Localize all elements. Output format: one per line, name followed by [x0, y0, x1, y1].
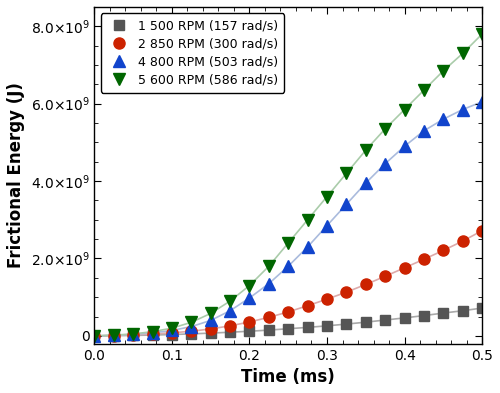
4 800 RPM (503 rad/s) [421, 129, 427, 133]
4 800 RPM (503 rad/s) [130, 332, 136, 337]
1 500 RPM (157 rad/s) [382, 318, 388, 322]
2 850 RPM (300 rad/s) [266, 315, 272, 320]
X-axis label: Time (ms): Time (ms) [242, 368, 335, 386]
2 850 RPM (300 rad/s) [227, 323, 233, 328]
4 800 RPM (503 rad/s) [479, 99, 485, 104]
2 850 RPM (300 rad/s) [285, 310, 291, 314]
4 800 RPM (503 rad/s) [460, 107, 466, 112]
2 850 RPM (300 rad/s) [188, 329, 194, 334]
Line: 1 500 RPM (157 rad/s): 1 500 RPM (157 rad/s) [90, 303, 487, 341]
5 600 RPM (586 rad/s) [382, 127, 388, 131]
5 600 RPM (586 rad/s) [208, 311, 214, 316]
1 500 RPM (157 rad/s) [402, 316, 407, 320]
1 500 RPM (157 rad/s) [110, 333, 116, 338]
1 500 RPM (157 rad/s) [188, 332, 194, 336]
1 500 RPM (157 rad/s) [479, 306, 485, 310]
2 850 RPM (300 rad/s) [324, 297, 330, 301]
5 600 RPM (586 rad/s) [421, 88, 427, 92]
5 600 RPM (586 rad/s) [150, 329, 156, 334]
2 850 RPM (300 rad/s) [344, 290, 349, 294]
2 850 RPM (300 rad/s) [460, 239, 466, 243]
2 850 RPM (300 rad/s) [402, 265, 407, 270]
4 800 RPM (503 rad/s) [110, 333, 116, 338]
2 850 RPM (300 rad/s) [110, 333, 116, 338]
4 800 RPM (503 rad/s) [246, 296, 252, 300]
2 850 RPM (300 rad/s) [208, 327, 214, 331]
5 600 RPM (586 rad/s) [479, 32, 485, 37]
1 500 RPM (157 rad/s) [460, 309, 466, 313]
2 850 RPM (300 rad/s) [363, 282, 369, 287]
5 600 RPM (586 rad/s) [363, 148, 369, 152]
2 850 RPM (300 rad/s) [150, 332, 156, 336]
2 850 RPM (300 rad/s) [246, 320, 252, 324]
4 800 RPM (503 rad/s) [92, 334, 98, 338]
1 500 RPM (157 rad/s) [130, 333, 136, 338]
1 500 RPM (157 rad/s) [208, 331, 214, 336]
2 850 RPM (300 rad/s) [304, 303, 310, 308]
5 600 RPM (586 rad/s) [402, 107, 407, 112]
2 850 RPM (300 rad/s) [169, 331, 175, 335]
1 500 RPM (157 rad/s) [421, 313, 427, 318]
4 800 RPM (503 rad/s) [227, 309, 233, 313]
1 500 RPM (157 rad/s) [227, 330, 233, 334]
5 600 RPM (586 rad/s) [227, 299, 233, 303]
1 500 RPM (157 rad/s) [304, 325, 310, 330]
4 800 RPM (503 rad/s) [266, 281, 272, 286]
4 800 RPM (503 rad/s) [382, 161, 388, 166]
1 500 RPM (157 rad/s) [285, 326, 291, 331]
1 500 RPM (157 rad/s) [169, 332, 175, 337]
2 850 RPM (300 rad/s) [479, 228, 485, 233]
5 600 RPM (586 rad/s) [304, 217, 310, 222]
4 800 RPM (503 rad/s) [440, 117, 446, 121]
2 850 RPM (300 rad/s) [130, 332, 136, 337]
2 850 RPM (300 rad/s) [421, 257, 427, 262]
Legend: 1 500 RPM (157 rad/s), 2 850 RPM (300 rad/s), 4 800 RPM (503 rad/s), 5 600 RPM (: 1 500 RPM (157 rad/s), 2 850 RPM (300 ra… [100, 13, 284, 93]
4 800 RPM (503 rad/s) [363, 181, 369, 185]
4 800 RPM (503 rad/s) [285, 264, 291, 268]
1 500 RPM (157 rad/s) [324, 323, 330, 328]
4 800 RPM (503 rad/s) [304, 244, 310, 249]
5 600 RPM (586 rad/s) [130, 332, 136, 336]
5 600 RPM (586 rad/s) [246, 283, 252, 288]
4 800 RPM (503 rad/s) [344, 202, 349, 207]
5 600 RPM (586 rad/s) [344, 171, 349, 176]
2 850 RPM (300 rad/s) [440, 248, 446, 253]
Y-axis label: Frictional Energy (J): Frictional Energy (J) [7, 83, 25, 268]
5 600 RPM (586 rad/s) [440, 68, 446, 73]
5 600 RPM (586 rad/s) [266, 264, 272, 268]
1 500 RPM (157 rad/s) [363, 320, 369, 325]
1 500 RPM (157 rad/s) [344, 322, 349, 327]
5 600 RPM (586 rad/s) [460, 51, 466, 56]
1 500 RPM (157 rad/s) [266, 328, 272, 332]
4 800 RPM (503 rad/s) [402, 144, 407, 149]
5 600 RPM (586 rad/s) [324, 194, 330, 199]
5 600 RPM (586 rad/s) [110, 333, 116, 338]
5 600 RPM (586 rad/s) [92, 334, 98, 338]
4 800 RPM (503 rad/s) [188, 324, 194, 329]
2 850 RPM (300 rad/s) [92, 334, 98, 338]
5 600 RPM (586 rad/s) [188, 320, 194, 325]
1 500 RPM (157 rad/s) [92, 334, 98, 338]
Line: 4 800 RPM (503 rad/s): 4 800 RPM (503 rad/s) [88, 95, 488, 342]
4 800 RPM (503 rad/s) [324, 223, 330, 228]
4 800 RPM (503 rad/s) [169, 328, 175, 333]
Line: 2 850 RPM (300 rad/s): 2 850 RPM (300 rad/s) [89, 225, 487, 342]
Line: 5 600 RPM (586 rad/s): 5 600 RPM (586 rad/s) [88, 28, 488, 342]
4 800 RPM (503 rad/s) [150, 331, 156, 335]
5 600 RPM (586 rad/s) [285, 241, 291, 245]
4 800 RPM (503 rad/s) [208, 318, 214, 323]
5 600 RPM (586 rad/s) [169, 326, 175, 331]
1 500 RPM (157 rad/s) [246, 329, 252, 334]
2 850 RPM (300 rad/s) [382, 274, 388, 279]
1 500 RPM (157 rad/s) [150, 333, 156, 338]
1 500 RPM (157 rad/s) [440, 311, 446, 316]
